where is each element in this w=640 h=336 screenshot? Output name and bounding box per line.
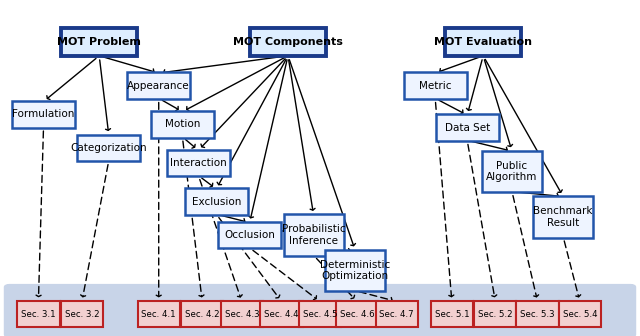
FancyBboxPatch shape	[559, 301, 601, 327]
FancyBboxPatch shape	[17, 301, 60, 327]
FancyBboxPatch shape	[12, 101, 76, 127]
FancyBboxPatch shape	[299, 301, 341, 327]
Text: Sec. 4.1: Sec. 4.1	[141, 310, 176, 319]
Text: Sec. 4.2: Sec. 4.2	[185, 310, 220, 319]
Text: MOT Evaluation: MOT Evaluation	[434, 37, 532, 47]
FancyBboxPatch shape	[138, 301, 180, 327]
Text: Appearance: Appearance	[127, 81, 190, 91]
Text: Occlusion: Occlusion	[224, 230, 275, 240]
Text: Categorization: Categorization	[70, 143, 147, 153]
FancyBboxPatch shape	[185, 188, 248, 215]
FancyBboxPatch shape	[4, 285, 636, 336]
Text: Interaction: Interaction	[170, 158, 227, 168]
Text: Sec. 5.3: Sec. 5.3	[520, 310, 555, 319]
FancyBboxPatch shape	[166, 150, 230, 176]
Text: Sec. 4.6: Sec. 4.6	[340, 310, 374, 319]
FancyBboxPatch shape	[151, 111, 214, 138]
FancyBboxPatch shape	[435, 115, 499, 141]
FancyBboxPatch shape	[376, 301, 418, 327]
Text: Sec. 4.3: Sec. 4.3	[225, 310, 259, 319]
FancyBboxPatch shape	[325, 250, 385, 291]
FancyBboxPatch shape	[218, 222, 282, 249]
FancyBboxPatch shape	[61, 301, 103, 327]
Text: Metric: Metric	[419, 81, 451, 91]
FancyBboxPatch shape	[516, 301, 559, 327]
Text: MOT Problem: MOT Problem	[57, 37, 141, 47]
Text: Sec. 5.2: Sec. 5.2	[478, 310, 513, 319]
Text: Sec. 4.7: Sec. 4.7	[380, 310, 414, 319]
Text: Probabilistic
Inference: Probabilistic Inference	[282, 224, 346, 246]
Text: Benchmark
Result: Benchmark Result	[534, 206, 593, 227]
FancyBboxPatch shape	[61, 28, 138, 56]
Text: Sec. 4.4: Sec. 4.4	[264, 310, 299, 319]
Text: Sec. 3.2: Sec. 3.2	[65, 310, 99, 319]
Text: MOT Components: MOT Components	[233, 37, 343, 47]
FancyBboxPatch shape	[127, 73, 191, 99]
Text: Sec. 4.5: Sec. 4.5	[303, 310, 337, 319]
Text: Motion: Motion	[164, 119, 200, 129]
FancyBboxPatch shape	[404, 73, 467, 99]
Text: Exclusion: Exclusion	[191, 197, 241, 207]
FancyBboxPatch shape	[533, 196, 593, 238]
Text: Data Set: Data Set	[445, 123, 490, 133]
FancyBboxPatch shape	[221, 301, 263, 327]
FancyBboxPatch shape	[482, 151, 542, 192]
FancyBboxPatch shape	[431, 301, 473, 327]
FancyBboxPatch shape	[77, 134, 141, 161]
FancyBboxPatch shape	[284, 214, 344, 256]
FancyBboxPatch shape	[474, 301, 516, 327]
FancyBboxPatch shape	[260, 301, 303, 327]
Text: Formulation: Formulation	[12, 109, 75, 119]
Text: Sec. 5.4: Sec. 5.4	[563, 310, 597, 319]
Text: Deterministic
Optimization: Deterministic Optimization	[320, 260, 390, 281]
Text: Sec. 5.1: Sec. 5.1	[435, 310, 469, 319]
FancyBboxPatch shape	[336, 301, 378, 327]
FancyBboxPatch shape	[445, 28, 521, 56]
Text: Sec. 3.1: Sec. 3.1	[21, 310, 56, 319]
FancyBboxPatch shape	[250, 28, 326, 56]
FancyBboxPatch shape	[181, 301, 223, 327]
Text: Public
Algorithm: Public Algorithm	[486, 161, 538, 182]
